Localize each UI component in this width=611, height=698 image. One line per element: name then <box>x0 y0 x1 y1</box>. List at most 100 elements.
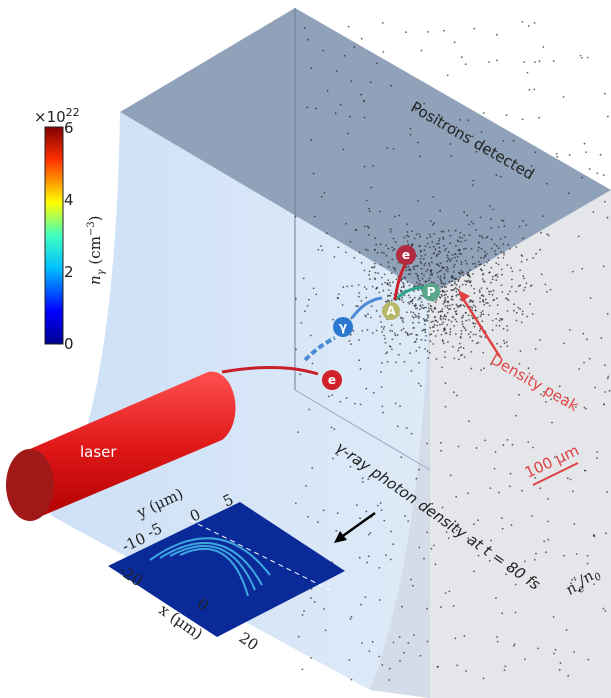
dot <box>429 273 432 276</box>
dot <box>456 288 458 290</box>
dot <box>469 269 471 272</box>
dot <box>567 674 570 677</box>
dot <box>496 59 498 62</box>
dot <box>450 154 453 157</box>
dot <box>350 343 352 345</box>
dot <box>495 245 498 247</box>
dot <box>451 254 454 256</box>
dot <box>391 330 394 332</box>
dot <box>412 266 415 269</box>
dot <box>417 277 420 280</box>
dot <box>511 270 514 273</box>
dot <box>416 284 419 287</box>
dot <box>422 284 424 287</box>
dot <box>306 106 309 109</box>
dot <box>317 521 319 524</box>
dot <box>389 228 392 231</box>
dot <box>320 195 323 198</box>
dot <box>583 361 585 364</box>
dot <box>589 297 592 299</box>
dot <box>442 236 445 239</box>
dot <box>418 282 421 285</box>
dot <box>462 347 465 349</box>
dot <box>410 332 413 335</box>
dot <box>491 329 494 331</box>
dot <box>381 331 383 333</box>
dot <box>311 467 314 469</box>
dot <box>417 321 420 324</box>
dot <box>357 468 360 470</box>
dot <box>586 562 589 565</box>
dot <box>414 303 417 305</box>
dot <box>372 165 375 167</box>
dot <box>395 278 398 281</box>
dot <box>415 477 418 480</box>
dot <box>452 316 455 319</box>
dot <box>301 614 304 616</box>
dot <box>471 306 474 309</box>
dot <box>326 89 329 92</box>
dot <box>443 300 446 303</box>
inset-y-tick: -5 <box>144 519 165 541</box>
dot <box>448 229 450 232</box>
dot <box>310 597 312 599</box>
dot <box>371 285 374 288</box>
dot <box>432 223 434 226</box>
dot <box>385 254 388 257</box>
dot <box>504 665 507 668</box>
dot <box>406 231 409 233</box>
dot <box>368 273 370 276</box>
dot <box>413 237 416 240</box>
dot <box>521 21 524 23</box>
particle <box>422 283 440 301</box>
dot <box>423 249 426 252</box>
dot <box>479 300 481 303</box>
dot <box>437 240 440 242</box>
dot <box>441 281 443 284</box>
dot <box>381 22 384 24</box>
dot <box>594 386 596 389</box>
dot <box>446 324 449 326</box>
dot <box>588 357 591 360</box>
dot <box>426 319 429 322</box>
dot <box>438 114 441 117</box>
dot <box>424 253 427 256</box>
dot <box>581 57 583 59</box>
dot <box>572 270 574 273</box>
dot <box>401 605 403 608</box>
dot <box>506 345 509 348</box>
dot <box>533 88 536 91</box>
dot <box>508 567 511 570</box>
dot <box>515 311 518 314</box>
dot <box>473 292 476 295</box>
dot <box>334 112 337 115</box>
dot <box>387 283 390 286</box>
dot <box>570 582 572 585</box>
dot <box>416 141 419 144</box>
dot <box>460 240 462 243</box>
dot <box>360 603 362 606</box>
dot <box>408 284 411 287</box>
dot <box>526 315 529 318</box>
dot <box>507 243 510 246</box>
dot <box>459 231 462 234</box>
dot <box>424 262 427 265</box>
dot <box>429 333 431 336</box>
dot <box>555 152 558 155</box>
dot <box>417 317 420 319</box>
dot <box>500 251 503 254</box>
dot <box>380 371 382 373</box>
dot <box>443 286 446 288</box>
dot <box>444 592 447 594</box>
dot <box>439 277 442 280</box>
dot <box>518 363 521 365</box>
dot <box>402 317 404 320</box>
dot <box>443 330 445 332</box>
dot <box>455 294 458 297</box>
dot <box>441 285 444 288</box>
dot <box>509 248 511 250</box>
dot <box>540 393 542 396</box>
dot <box>434 315 437 318</box>
dot <box>313 215 316 218</box>
dot <box>380 326 383 328</box>
